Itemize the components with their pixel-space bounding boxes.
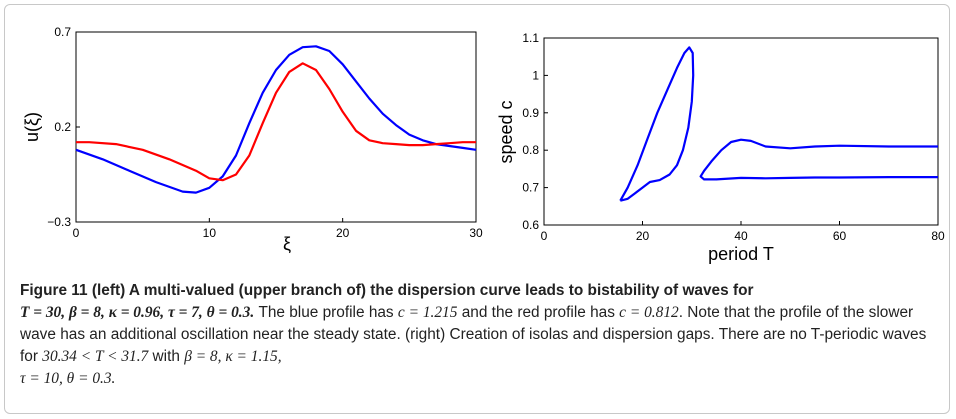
right-axes-box — [543, 37, 939, 226]
right-x-axis-label: period T — [708, 244, 774, 264]
right-ticks-group: 0 20 40 60 80 0.6 0.7 0.8 0.9 1 1.1 — [522, 31, 945, 243]
right-x-tick-label: 80 — [931, 229, 945, 243]
right-x-tick-label: 20 — [636, 229, 650, 243]
caption-body-1: The blue profile has — [254, 304, 398, 321]
caption-blue-speed: c = 1.215 — [397, 304, 458, 321]
left-series-group — [75, 45, 477, 194]
right-series-group — [619, 46, 938, 202]
caption-figure-number: Figure 11 — [20, 282, 88, 299]
caption-params-1: β = 8, κ = 1.15, — [184, 348, 282, 365]
right-y-tick-label: 0.7 — [522, 181, 539, 195]
chart-right: 0 20 40 60 80 0.6 0.7 0.8 0.9 1 1.1 speed c period… — [498, 31, 945, 264]
right-x-tick-label: 0 — [541, 229, 548, 243]
caption-gap-range: 30.34 < T < 31.7 — [42, 348, 149, 365]
chart-left: 0 10 20 30 −0.3 0.2 0.7 u(ξ) ξ — [22, 25, 483, 254]
left-axes-box — [75, 31, 477, 223]
right-x-tick-label: 40 — [734, 229, 748, 243]
caption-body-2: and the red profile has — [457, 304, 620, 321]
left-y-tick-label: 0.7 — [54, 25, 71, 39]
left-y-tick-label: 0.2 — [54, 120, 71, 134]
caption-red-speed: c = 0.812 — [619, 304, 679, 321]
left-y-axis-label: u(ξ) — [22, 112, 42, 142]
left-x-tick-label: 20 — [336, 226, 350, 240]
left-ticks-group: 0 10 20 30 −0.3 0.2 0.7 — [47, 25, 483, 240]
caption-lead-params: T = 30, β = 8, κ = 0.96, τ = 7, θ = 0.3. — [20, 304, 255, 321]
left-y-tick-label: −0.3 — [47, 215, 71, 229]
figure-caption: Figure 11 (left) A multi-valued (upper b… — [20, 280, 940, 390]
right-y-tick-label: 0.9 — [522, 106, 539, 120]
right-series-line-1 — [699, 138, 938, 181]
caption-params-2: τ = 10, θ = 0.3. — [20, 370, 116, 387]
right-y-axis-label: speed c — [498, 100, 516, 163]
caption-lead-text: (left) A multi-valued (upper branch of) … — [87, 282, 754, 299]
right-series-line-0 — [619, 46, 695, 202]
right-y-tick-label: 1.1 — [522, 31, 539, 45]
left-x-tick-label: 10 — [203, 226, 217, 240]
left-plot-area: 0 10 20 30 −0.3 0.2 0.7 — [47, 25, 483, 240]
right-y-tick-label: 0.6 — [522, 218, 539, 232]
right-plot-area: 0 20 40 60 80 0.6 0.7 0.8 0.9 1 1.1 — [522, 31, 945, 243]
figure-frame — [4, 4, 950, 414]
right-y-tick-label: 1 — [532, 68, 539, 82]
left-x-tick-label: 30 — [469, 226, 483, 240]
left-x-tick-label: 0 — [73, 226, 80, 240]
caption-body-4: with — [148, 348, 185, 365]
caption-body-3: . Note that the profile of the slower wa… — [20, 304, 927, 365]
left-x-axis-label: ξ — [283, 234, 291, 254]
right-x-tick-label: 60 — [833, 229, 847, 243]
left-series-line-0 — [75, 45, 477, 194]
left-series-line-1 — [76, 62, 476, 182]
right-y-tick-label: 0.8 — [522, 143, 539, 157]
